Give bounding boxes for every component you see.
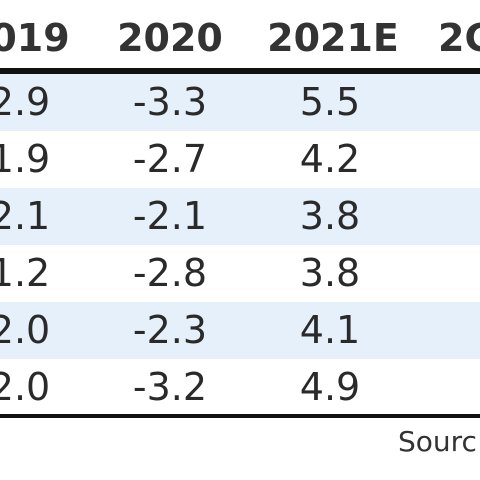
- bottom-rule: [0, 414, 480, 418]
- table-cell-2019: 2.1: [0, 194, 51, 238]
- table-cell-2019: 1.9: [0, 137, 51, 181]
- table-row: 2.0 -3.2 4.9: [0, 359, 480, 416]
- table-cell-2019: 1.2: [0, 251, 51, 295]
- table-row: 1.2 -2.8 3.8: [0, 245, 480, 302]
- table-cell-2019: 2.0: [0, 365, 51, 409]
- table-row: 2.9 -3.3 5.5: [0, 74, 480, 131]
- table-cell-2020: -2.1: [132, 194, 208, 238]
- table-cell-2021e: 4.9: [299, 365, 361, 409]
- table-row: 1.9 -2.7 4.2: [0, 131, 480, 188]
- table-cell-2020: -2.3: [132, 308, 208, 352]
- table-cell-2020: -3.2: [132, 365, 208, 409]
- column-header-next: 2C: [438, 16, 480, 60]
- table-cell-2020: -2.8: [132, 251, 208, 295]
- source-note: Sourc: [398, 425, 477, 458]
- table-cell-2021e: 5.5: [299, 80, 361, 124]
- table-cell-2021e: 4.1: [299, 308, 361, 352]
- table-cell-2019: 2.9: [0, 80, 51, 124]
- column-header-2019: 019: [0, 16, 70, 60]
- table-cell-2021e: 3.8: [299, 194, 361, 238]
- table-row: 2.0 -2.3 4.1: [0, 302, 480, 359]
- table-row: 2.1 -2.1 3.8: [0, 188, 480, 245]
- header-rule: [0, 68, 480, 74]
- column-header-2020: 2020: [117, 16, 223, 60]
- table-cell-2020: -3.3: [132, 80, 208, 124]
- table-cell-2020: -2.7: [132, 137, 208, 181]
- table-cell-2021e: 3.8: [299, 251, 361, 295]
- column-header-2021e: 2021E: [267, 16, 399, 60]
- table-cell-2021e: 4.2: [299, 137, 361, 181]
- table-cell-2019: 2.0: [0, 308, 51, 352]
